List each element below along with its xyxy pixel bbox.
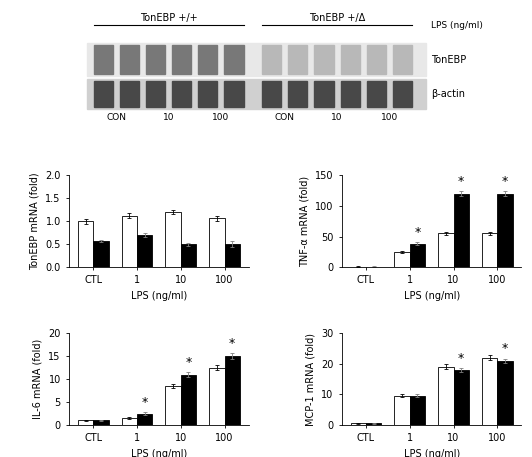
Bar: [122, 418, 137, 425]
Bar: [198, 45, 218, 74]
Bar: [87, 43, 427, 76]
Bar: [209, 218, 225, 267]
Bar: [438, 367, 453, 425]
Bar: [351, 266, 366, 267]
Bar: [94, 81, 113, 107]
Bar: [93, 241, 109, 267]
Text: β-actin: β-actin: [431, 89, 465, 99]
Bar: [137, 235, 152, 267]
Text: CON: CON: [275, 113, 295, 122]
Bar: [497, 361, 513, 425]
Text: CON: CON: [106, 113, 126, 122]
Bar: [122, 216, 137, 267]
Bar: [410, 244, 425, 267]
Bar: [262, 81, 281, 107]
Bar: [314, 45, 334, 74]
Bar: [262, 45, 281, 74]
Bar: [288, 45, 307, 74]
Bar: [340, 45, 360, 74]
Bar: [482, 358, 497, 425]
Bar: [209, 367, 225, 425]
Text: *: *: [502, 175, 508, 188]
Text: LPS (ng/ml): LPS (ng/ml): [431, 21, 483, 30]
Bar: [453, 194, 469, 267]
Text: TonEBP: TonEBP: [431, 55, 466, 65]
Bar: [78, 221, 93, 267]
Bar: [351, 424, 366, 425]
Bar: [288, 81, 307, 107]
Bar: [225, 45, 244, 74]
Bar: [438, 234, 453, 267]
Text: *: *: [185, 356, 192, 369]
Text: *: *: [142, 396, 148, 409]
Bar: [87, 79, 427, 109]
Text: 10: 10: [163, 113, 174, 122]
Bar: [78, 420, 93, 425]
Bar: [93, 420, 109, 425]
Bar: [225, 81, 244, 107]
Bar: [165, 212, 181, 267]
Text: *: *: [229, 337, 235, 350]
Bar: [482, 234, 497, 267]
Bar: [366, 266, 381, 267]
Y-axis label: IL-6 mRNA (fold): IL-6 mRNA (fold): [33, 339, 43, 419]
Bar: [146, 45, 165, 74]
Bar: [181, 375, 196, 425]
Text: *: *: [458, 175, 464, 188]
Bar: [137, 414, 152, 425]
Bar: [393, 81, 412, 107]
Text: 100: 100: [381, 113, 398, 122]
Bar: [198, 81, 218, 107]
Bar: [394, 252, 410, 267]
Bar: [314, 81, 334, 107]
Text: 100: 100: [212, 113, 230, 122]
Text: *: *: [458, 351, 464, 365]
Y-axis label: TNF-α mRNA (fold): TNF-α mRNA (fold): [300, 175, 310, 267]
Bar: [410, 396, 425, 425]
Text: *: *: [502, 342, 508, 356]
X-axis label: LPS (ng/ml): LPS (ng/ml): [131, 449, 187, 457]
Bar: [393, 45, 412, 74]
X-axis label: LPS (ng/ml): LPS (ng/ml): [403, 291, 460, 301]
Bar: [172, 45, 192, 74]
Bar: [146, 81, 165, 107]
Y-axis label: MCP-1 mRNA (fold): MCP-1 mRNA (fold): [306, 333, 315, 425]
Bar: [94, 45, 113, 74]
Bar: [181, 244, 196, 267]
Bar: [340, 81, 360, 107]
Text: *: *: [414, 226, 420, 239]
X-axis label: LPS (ng/ml): LPS (ng/ml): [131, 291, 187, 301]
Bar: [394, 396, 410, 425]
Bar: [225, 244, 240, 267]
Text: TonEBP +/+: TonEBP +/+: [140, 13, 197, 23]
Y-axis label: TonEBP mRNA (fold): TonEBP mRNA (fold): [30, 172, 40, 270]
Bar: [367, 45, 386, 74]
X-axis label: LPS (ng/ml): LPS (ng/ml): [403, 449, 460, 457]
Bar: [172, 81, 192, 107]
Bar: [225, 356, 240, 425]
Text: TonEBP +/Δ: TonEBP +/Δ: [309, 13, 365, 23]
Bar: [165, 386, 181, 425]
Bar: [366, 424, 381, 425]
Bar: [120, 45, 139, 74]
Text: 10: 10: [331, 113, 343, 122]
Bar: [453, 370, 469, 425]
Bar: [497, 194, 513, 267]
Bar: [367, 81, 386, 107]
Bar: [120, 81, 139, 107]
